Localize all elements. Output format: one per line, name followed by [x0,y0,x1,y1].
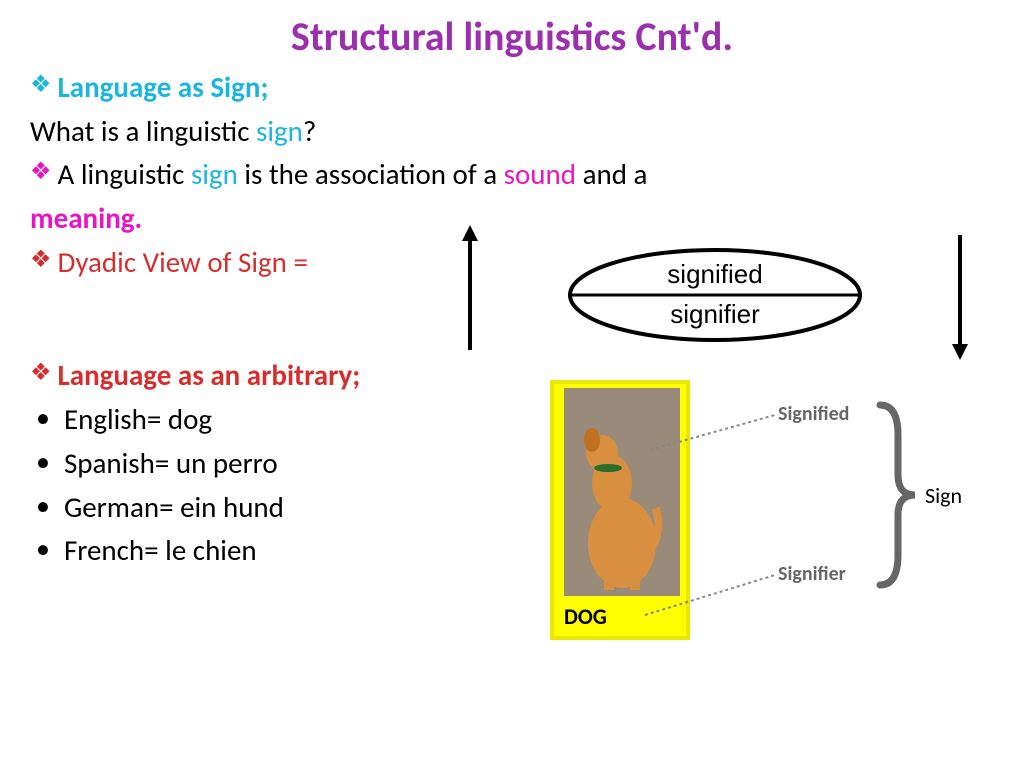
example-text: German= ein hund [64,489,284,527]
title-text: Structural linguistics Cnt'd. [291,12,733,61]
dog-sign-diagram: DOG Signified Signifier Sign [550,380,980,660]
line3-mid: is the association of a [238,156,504,192]
bullet-line-1: ❖ Language as Sign; [30,69,994,107]
line3b-text: meaning. [30,200,142,236]
line3-w1: sign [191,156,238,192]
diamond-bullet-icon: ❖ [30,156,52,187]
line3-w2: sound [504,156,576,192]
bullet-line-3: ❖ A linguistic sign is the association o… [30,156,994,194]
line2: What is a linguistic sign? [30,113,994,151]
slide-title: Structural linguistics Cnt'd. [0,0,1024,61]
line4-text: Dyadic View of Sign = [58,244,308,282]
line3-text: A linguistic sign is the association of … [58,156,648,194]
dog-illustration [564,388,680,596]
sign-label: Sign [925,482,962,509]
dot-bullet-icon: • [36,489,50,523]
diamond-bullet-icon: ❖ [30,357,52,388]
signifier-ellipse-diagram: signified signifier [450,225,980,365]
dog-image-area [564,388,680,596]
dot-bullet-icon: • [36,401,50,435]
dog-frame: DOG [550,380,690,640]
dot-bullet-icon: • [36,532,50,566]
example-text: Spanish= un perro [64,445,278,483]
line2-post: ? [303,113,316,149]
diamond-bullet-icon: ❖ [30,69,52,100]
example-text: English= dog [64,401,212,439]
signified-label: Signified [778,402,849,426]
line2-hl: sign [256,113,303,149]
line3-post: and a [576,156,647,192]
line2-pre: What is a linguistic [30,113,256,149]
line3-pre: A linguistic [58,156,191,192]
ellipse-svg: signified signifier [450,225,980,365]
ellipse-top-label: signified [667,259,762,289]
line1-text: Language as Sign; [58,69,269,107]
example-text: French= le chien [64,532,257,570]
signifier-label: Signifier [778,562,846,586]
dog-word-label: DOG [564,603,607,630]
line5-text: Language as an arbitrary; [58,357,361,395]
ellipse-bottom-label: signifier [670,299,760,329]
dot-bullet-icon: • [36,445,50,479]
diamond-bullet-icon: ❖ [30,244,52,275]
